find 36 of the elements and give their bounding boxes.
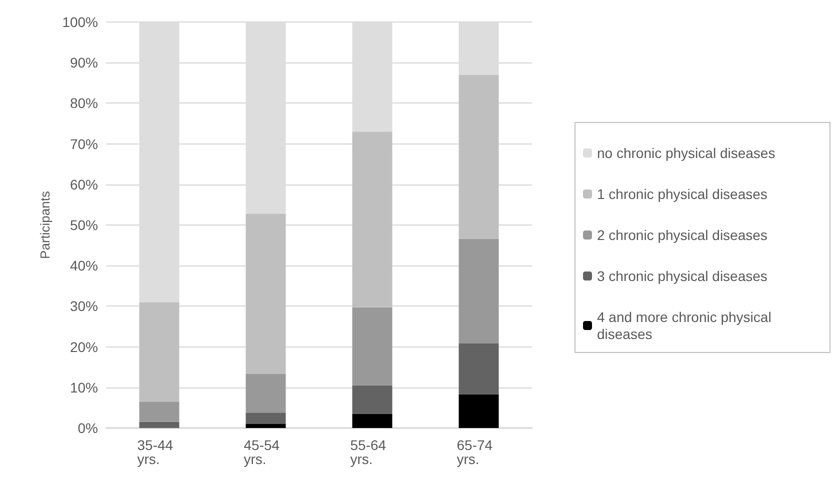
y-tick-label: 100% [62,14,98,30]
bar [352,307,392,386]
y-axis-title: Participants [37,190,52,259]
y-tick-label: 0% [78,420,98,436]
legend-label: 4 and more chronic physical diseases [597,309,776,342]
bar [246,412,286,424]
legend-label: no chronic physical diseases [597,145,776,161]
bar [458,344,499,394]
x-tick-label: 45-54 yrs. [244,437,284,467]
x-tick-label: 55-64 yrs. [350,437,390,467]
y-tick-label: 70% [70,136,98,152]
bar [139,302,180,402]
x-tick-label: 65-74 yrs. [456,437,496,467]
y-tick-label: 40% [70,258,98,274]
y-tick-label: 80% [70,95,98,112]
bar [352,414,392,428]
bar [458,74,499,239]
y-tick-label: 50% [70,217,98,233]
legend-label: 1 chronic physical diseases [597,186,768,202]
y-tick-label: 30% [70,298,98,314]
x-tick-label: 35-44 yrs. [137,437,177,467]
bar [352,385,392,414]
bar [458,394,499,428]
y-tick-label: 90% [70,54,98,71]
bar [352,132,392,308]
bar [458,238,499,344]
y-tick-label: 60% [70,176,98,192]
bar [246,374,286,413]
bar [139,402,180,422]
legend-label: 2 chronic physical diseases [597,227,768,243]
bar [246,214,286,374]
y-tick-label: 20% [70,338,98,355]
legend-label: 3 chronic physical diseases [597,268,768,284]
bar [246,424,286,428]
y-tick-label: 10% [70,379,98,396]
bar [139,422,180,428]
